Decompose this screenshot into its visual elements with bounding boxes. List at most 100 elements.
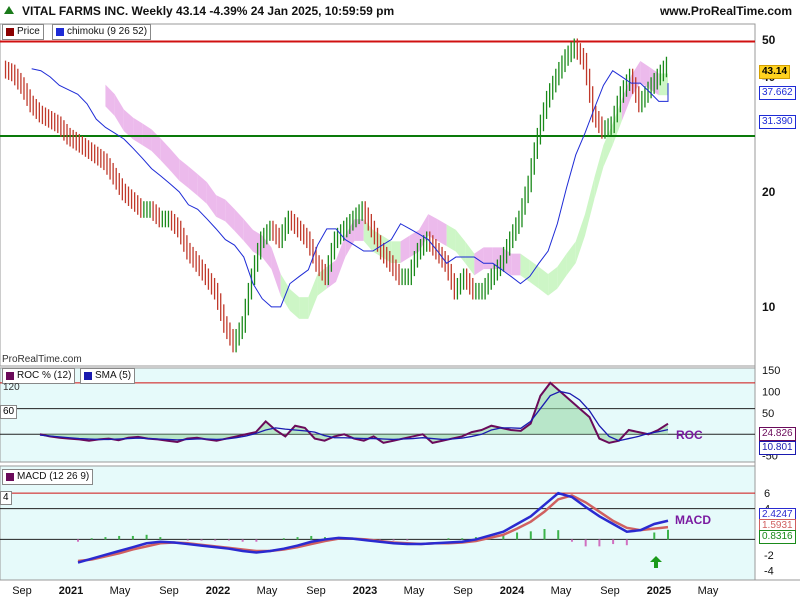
roc-level-60: 60 bbox=[0, 405, 18, 419]
ichimoku-cloud-segment bbox=[585, 178, 595, 236]
ichimoku-cloud-segment bbox=[336, 235, 346, 282]
ichimoku-cloud-segment bbox=[225, 199, 235, 231]
ichimoku-cloud-segment bbox=[280, 273, 290, 311]
ichimoku-cloud-segment bbox=[640, 61, 650, 89]
x-tick-label: Sep bbox=[159, 585, 179, 597]
ichimoku-cloud-segment bbox=[105, 84, 115, 116]
macd-swatch-icon bbox=[6, 473, 14, 481]
macd-y-tick: -2 bbox=[764, 550, 774, 562]
x-tick-label: 2023 bbox=[353, 585, 377, 597]
ichimoku-cloud-segment bbox=[133, 117, 143, 146]
x-tick-label: May bbox=[110, 585, 131, 597]
ichimoku-cloud-segment bbox=[354, 219, 364, 241]
ichimoku-cloud-segment bbox=[243, 219, 253, 252]
roc-sma-line bbox=[39, 390, 669, 442]
x-tick-label: May bbox=[257, 585, 278, 597]
roc-swatch-icon bbox=[6, 372, 14, 380]
legend-roc[interactable]: ROC % (12) bbox=[2, 368, 76, 384]
roc-tag: 24.826 bbox=[759, 427, 796, 441]
ichimoku-cloud-segment bbox=[114, 94, 124, 132]
ichimoku-cloud-segment bbox=[548, 266, 558, 296]
chart-title: VITAL FARMS INC. Weekly 43.14 -4.39% 24 … bbox=[22, 4, 395, 18]
ichimoku-cloud-segment bbox=[575, 214, 585, 264]
x-tick-label: 2025 bbox=[647, 585, 671, 597]
ichimoku-cloud-segment bbox=[151, 129, 161, 161]
legend-sma[interactable]: SMA (5) bbox=[80, 368, 136, 384]
legend-price[interactable]: Price bbox=[2, 24, 44, 40]
ichimoku-cloud-segment bbox=[465, 241, 475, 276]
ichimoku-cloud-segment bbox=[391, 241, 401, 264]
ichimoku-cloud-segment bbox=[483, 247, 493, 270]
macd-y-tick: 6 bbox=[764, 488, 770, 500]
watermark: ProRealTime.com bbox=[2, 354, 82, 365]
x-tick-label: May bbox=[698, 585, 719, 597]
ichimoku-cloud-segment bbox=[520, 253, 530, 282]
ichimoku-cloud-segment bbox=[234, 209, 244, 241]
ichimoku-cloud-segment bbox=[188, 166, 198, 196]
ichimoku-cloud-segment bbox=[446, 224, 456, 252]
macd-line bbox=[77, 491, 669, 564]
x-tick-label: Sep bbox=[600, 585, 620, 597]
ichimoku-cloud-segment bbox=[271, 247, 281, 296]
x-tick-label: Sep bbox=[453, 585, 473, 597]
ichimoku-cloud-segment bbox=[557, 253, 567, 289]
ichimoku-cloud-segment bbox=[299, 297, 309, 319]
roc-fill-area bbox=[40, 382, 668, 443]
macd-label: MACD bbox=[675, 513, 711, 527]
ichimoku-cloud-segment bbox=[345, 219, 355, 258]
collapse-icon[interactable] bbox=[4, 6, 14, 14]
roc-y-tick: 100 bbox=[762, 386, 780, 398]
ichimoku-cloud-segment bbox=[206, 182, 217, 217]
x-tick-label: 2021 bbox=[59, 585, 83, 597]
ichimoku-cloud-segment bbox=[538, 266, 549, 296]
ichimoku-cloud-segment bbox=[123, 109, 134, 140]
ichimoku-cloud-segment bbox=[492, 247, 502, 270]
up-arrow-icon bbox=[650, 556, 662, 568]
kijun-line bbox=[31, 68, 669, 308]
x-tick-label: May bbox=[404, 585, 425, 597]
ichimoku-cloud-segment bbox=[326, 260, 336, 289]
ichimoku-cloud-segment bbox=[179, 158, 189, 189]
price-y-tick: 20 bbox=[762, 185, 776, 199]
ichimoku-cloud-segment bbox=[160, 138, 170, 171]
roc-level-120: 120 bbox=[3, 382, 20, 393]
x-tick-label: 2022 bbox=[206, 585, 230, 597]
ichimoku-cloud-segment bbox=[262, 235, 272, 270]
hist-tag: 0.8316 bbox=[759, 530, 796, 544]
ichimoku-cloud-segment bbox=[566, 241, 576, 276]
ichimoku-cloud-segment bbox=[511, 253, 521, 276]
ichimoku-cloud-segment bbox=[170, 148, 180, 181]
macd-level-4: 4 bbox=[0, 491, 12, 505]
legend-ichimoku[interactable]: chimoku (9 26 52) bbox=[52, 24, 152, 40]
sma-swatch-icon bbox=[84, 372, 92, 380]
roc-y-tick: 150 bbox=[762, 365, 780, 377]
kijun-tag: 37.662 bbox=[759, 86, 796, 100]
ichimoku-cloud-segment bbox=[594, 145, 604, 200]
ichimoku-cloud-segment bbox=[419, 214, 429, 252]
ichimoku-cloud-segment bbox=[289, 289, 300, 319]
site-label[interactable]: www.ProRealTime.com bbox=[659, 4, 792, 18]
tenkan-tag: 31.390 bbox=[759, 115, 796, 129]
ichimoku-cloud-segment bbox=[603, 123, 613, 167]
price-y-tick: 10 bbox=[762, 300, 776, 314]
price-swatch-icon bbox=[6, 28, 14, 36]
price-y-tick: 50 bbox=[762, 33, 776, 47]
roc-label: ROC bbox=[676, 428, 703, 442]
sma-tag: 10.801 bbox=[759, 441, 796, 455]
ichimoku-cloud-segment bbox=[437, 219, 447, 247]
legend-macd[interactable]: MACD (12 26 9) bbox=[2, 469, 94, 485]
ichimoku-swatch-icon bbox=[56, 28, 64, 36]
ichimoku-cloud-segment bbox=[317, 266, 327, 296]
x-tick-label: May bbox=[551, 585, 572, 597]
ichimoku-cloud-segment bbox=[474, 247, 484, 276]
ichimoku-cloud-segment bbox=[216, 195, 226, 222]
x-tick-label: 2024 bbox=[500, 585, 525, 597]
last-price-tag: 43.14 bbox=[759, 65, 791, 79]
chart-header: VITAL FARMS INC. Weekly 43.14 -4.39% 24 … bbox=[0, 0, 800, 24]
ichimoku-cloud-segment bbox=[621, 75, 632, 121]
x-tick-label: Sep bbox=[306, 585, 326, 597]
ichimoku-cloud-segment bbox=[409, 229, 419, 258]
ichimoku-cloud-segment bbox=[400, 235, 410, 264]
ichimoku-cloud-segment bbox=[197, 174, 207, 204]
